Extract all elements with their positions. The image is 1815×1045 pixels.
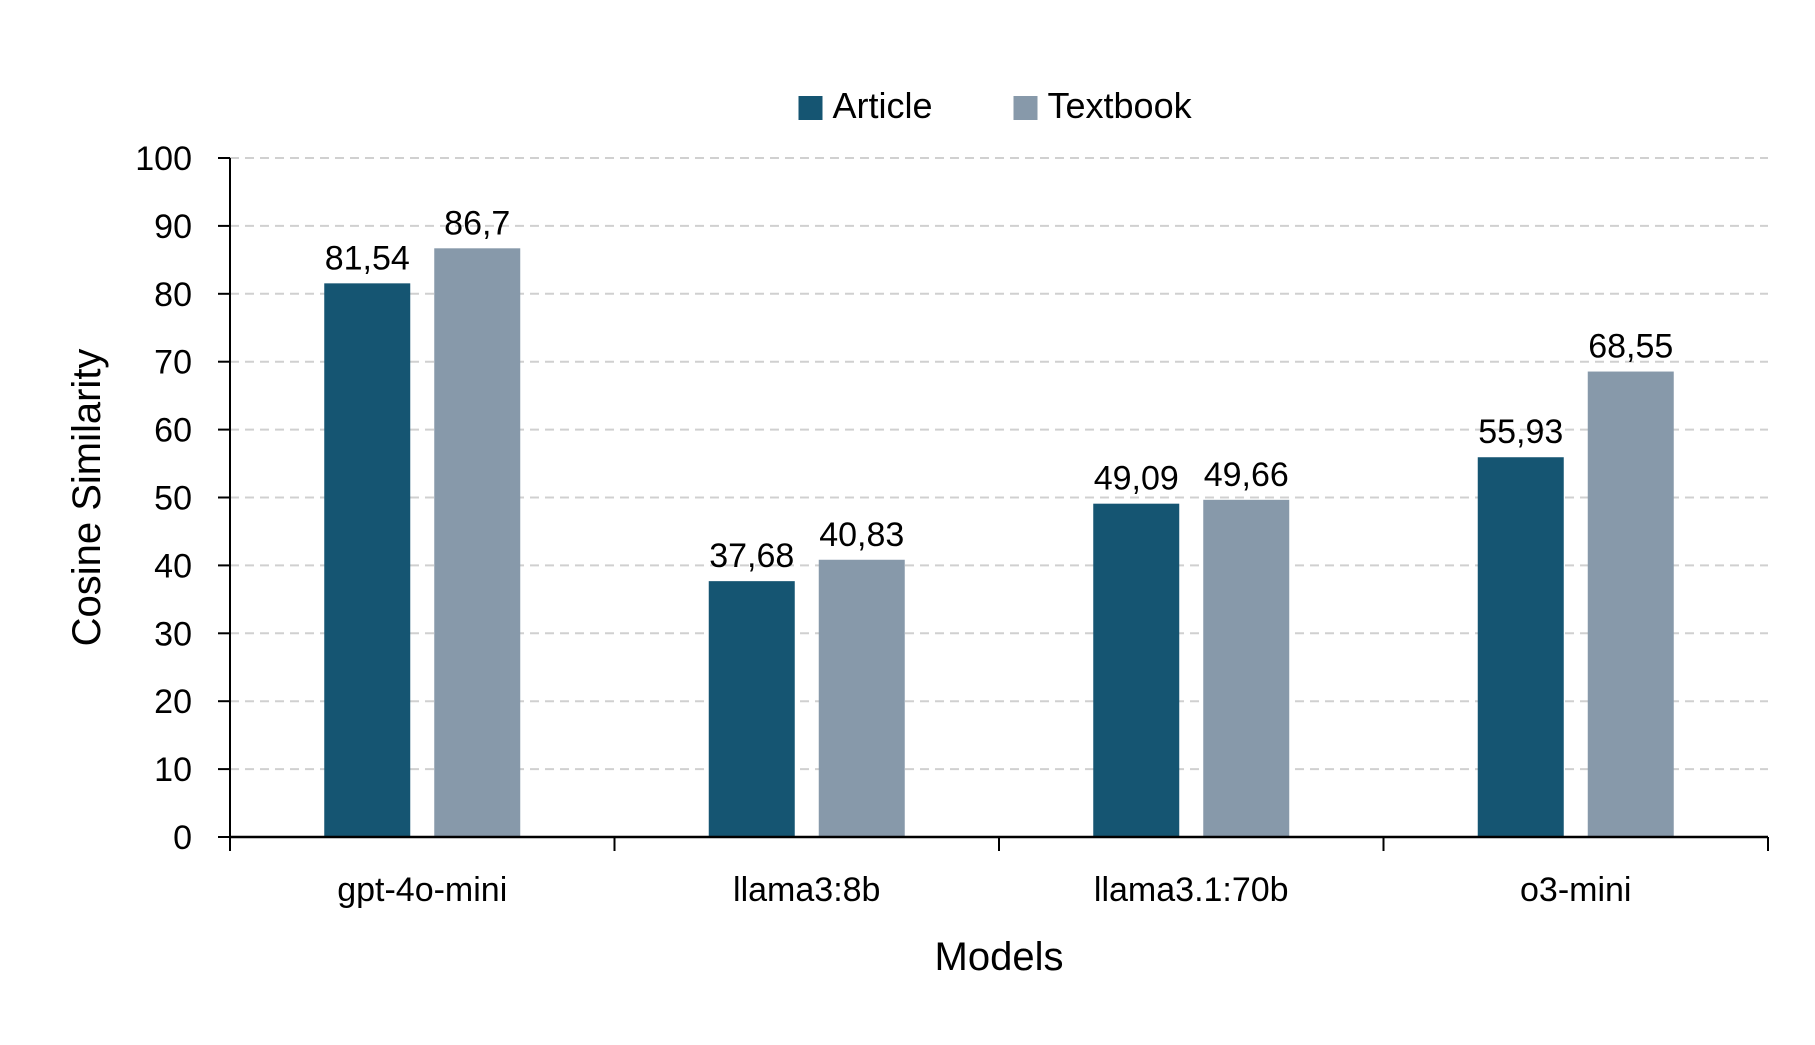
y-tick-label: 80	[154, 276, 192, 314]
y-tick-label: 30	[154, 615, 192, 653]
legend-swatch-article	[798, 96, 823, 120]
legend-label: Article	[833, 85, 933, 126]
data-label: 37,68	[709, 537, 794, 575]
data-label: 49,66	[1204, 456, 1289, 494]
x-tick-label: llama3.1:70b	[1094, 871, 1289, 909]
data-label: 81,54	[325, 239, 410, 277]
y-tick-label: 10	[154, 751, 192, 789]
bar-textbook-llama3:8b	[818, 559, 905, 837]
y-tick-label: 60	[154, 412, 192, 450]
legend: Article Textbook	[798, 85, 1193, 126]
x-tick-label: llama3:8b	[733, 871, 880, 909]
y-axis-title: Cosine Similarity	[65, 349, 109, 647]
bar-article-llama3.1:70b	[1093, 503, 1180, 837]
bar-textbook-llama3.1:70b	[1203, 499, 1290, 837]
y-tick-label: 70	[154, 344, 192, 382]
y-tick-label: 0	[173, 819, 192, 857]
x-axis-title: Models	[935, 935, 1064, 979]
data-label: 55,93	[1478, 413, 1563, 451]
bars	[324, 248, 1674, 838]
data-label: 68,55	[1588, 328, 1673, 366]
legend-swatch-textbook	[1013, 96, 1038, 120]
y-tick-label: 90	[154, 208, 192, 246]
axes	[218, 157, 1769, 851]
bar-textbook-o3-mini	[1587, 371, 1674, 837]
y-tick-label: 50	[154, 480, 192, 518]
bar-article-llama3:8b	[708, 581, 795, 837]
data-label: 86,7	[444, 204, 510, 242]
y-tick-label: 40	[154, 547, 192, 585]
data-label: 49,09	[1094, 460, 1179, 498]
bar-article-gpt-4o-mini	[324, 283, 411, 838]
labels: 0 10 20 30 40 50 60 70 80 90 100 81,54 86,7 gpt-4o-mi…	[135, 140, 1673, 909]
x-tick-label: gpt-4o-mini	[337, 871, 507, 909]
y-tick-label: 20	[154, 683, 192, 721]
data-label: 40,83	[819, 516, 904, 554]
legend-label: Textbook	[1048, 85, 1193, 126]
bar-textbook-gpt-4o-mini	[434, 248, 521, 837]
x-tick-label: o3-mini	[1520, 871, 1631, 909]
bar-article-o3-mini	[1477, 457, 1564, 837]
y-tick-label: 100	[135, 140, 192, 178]
